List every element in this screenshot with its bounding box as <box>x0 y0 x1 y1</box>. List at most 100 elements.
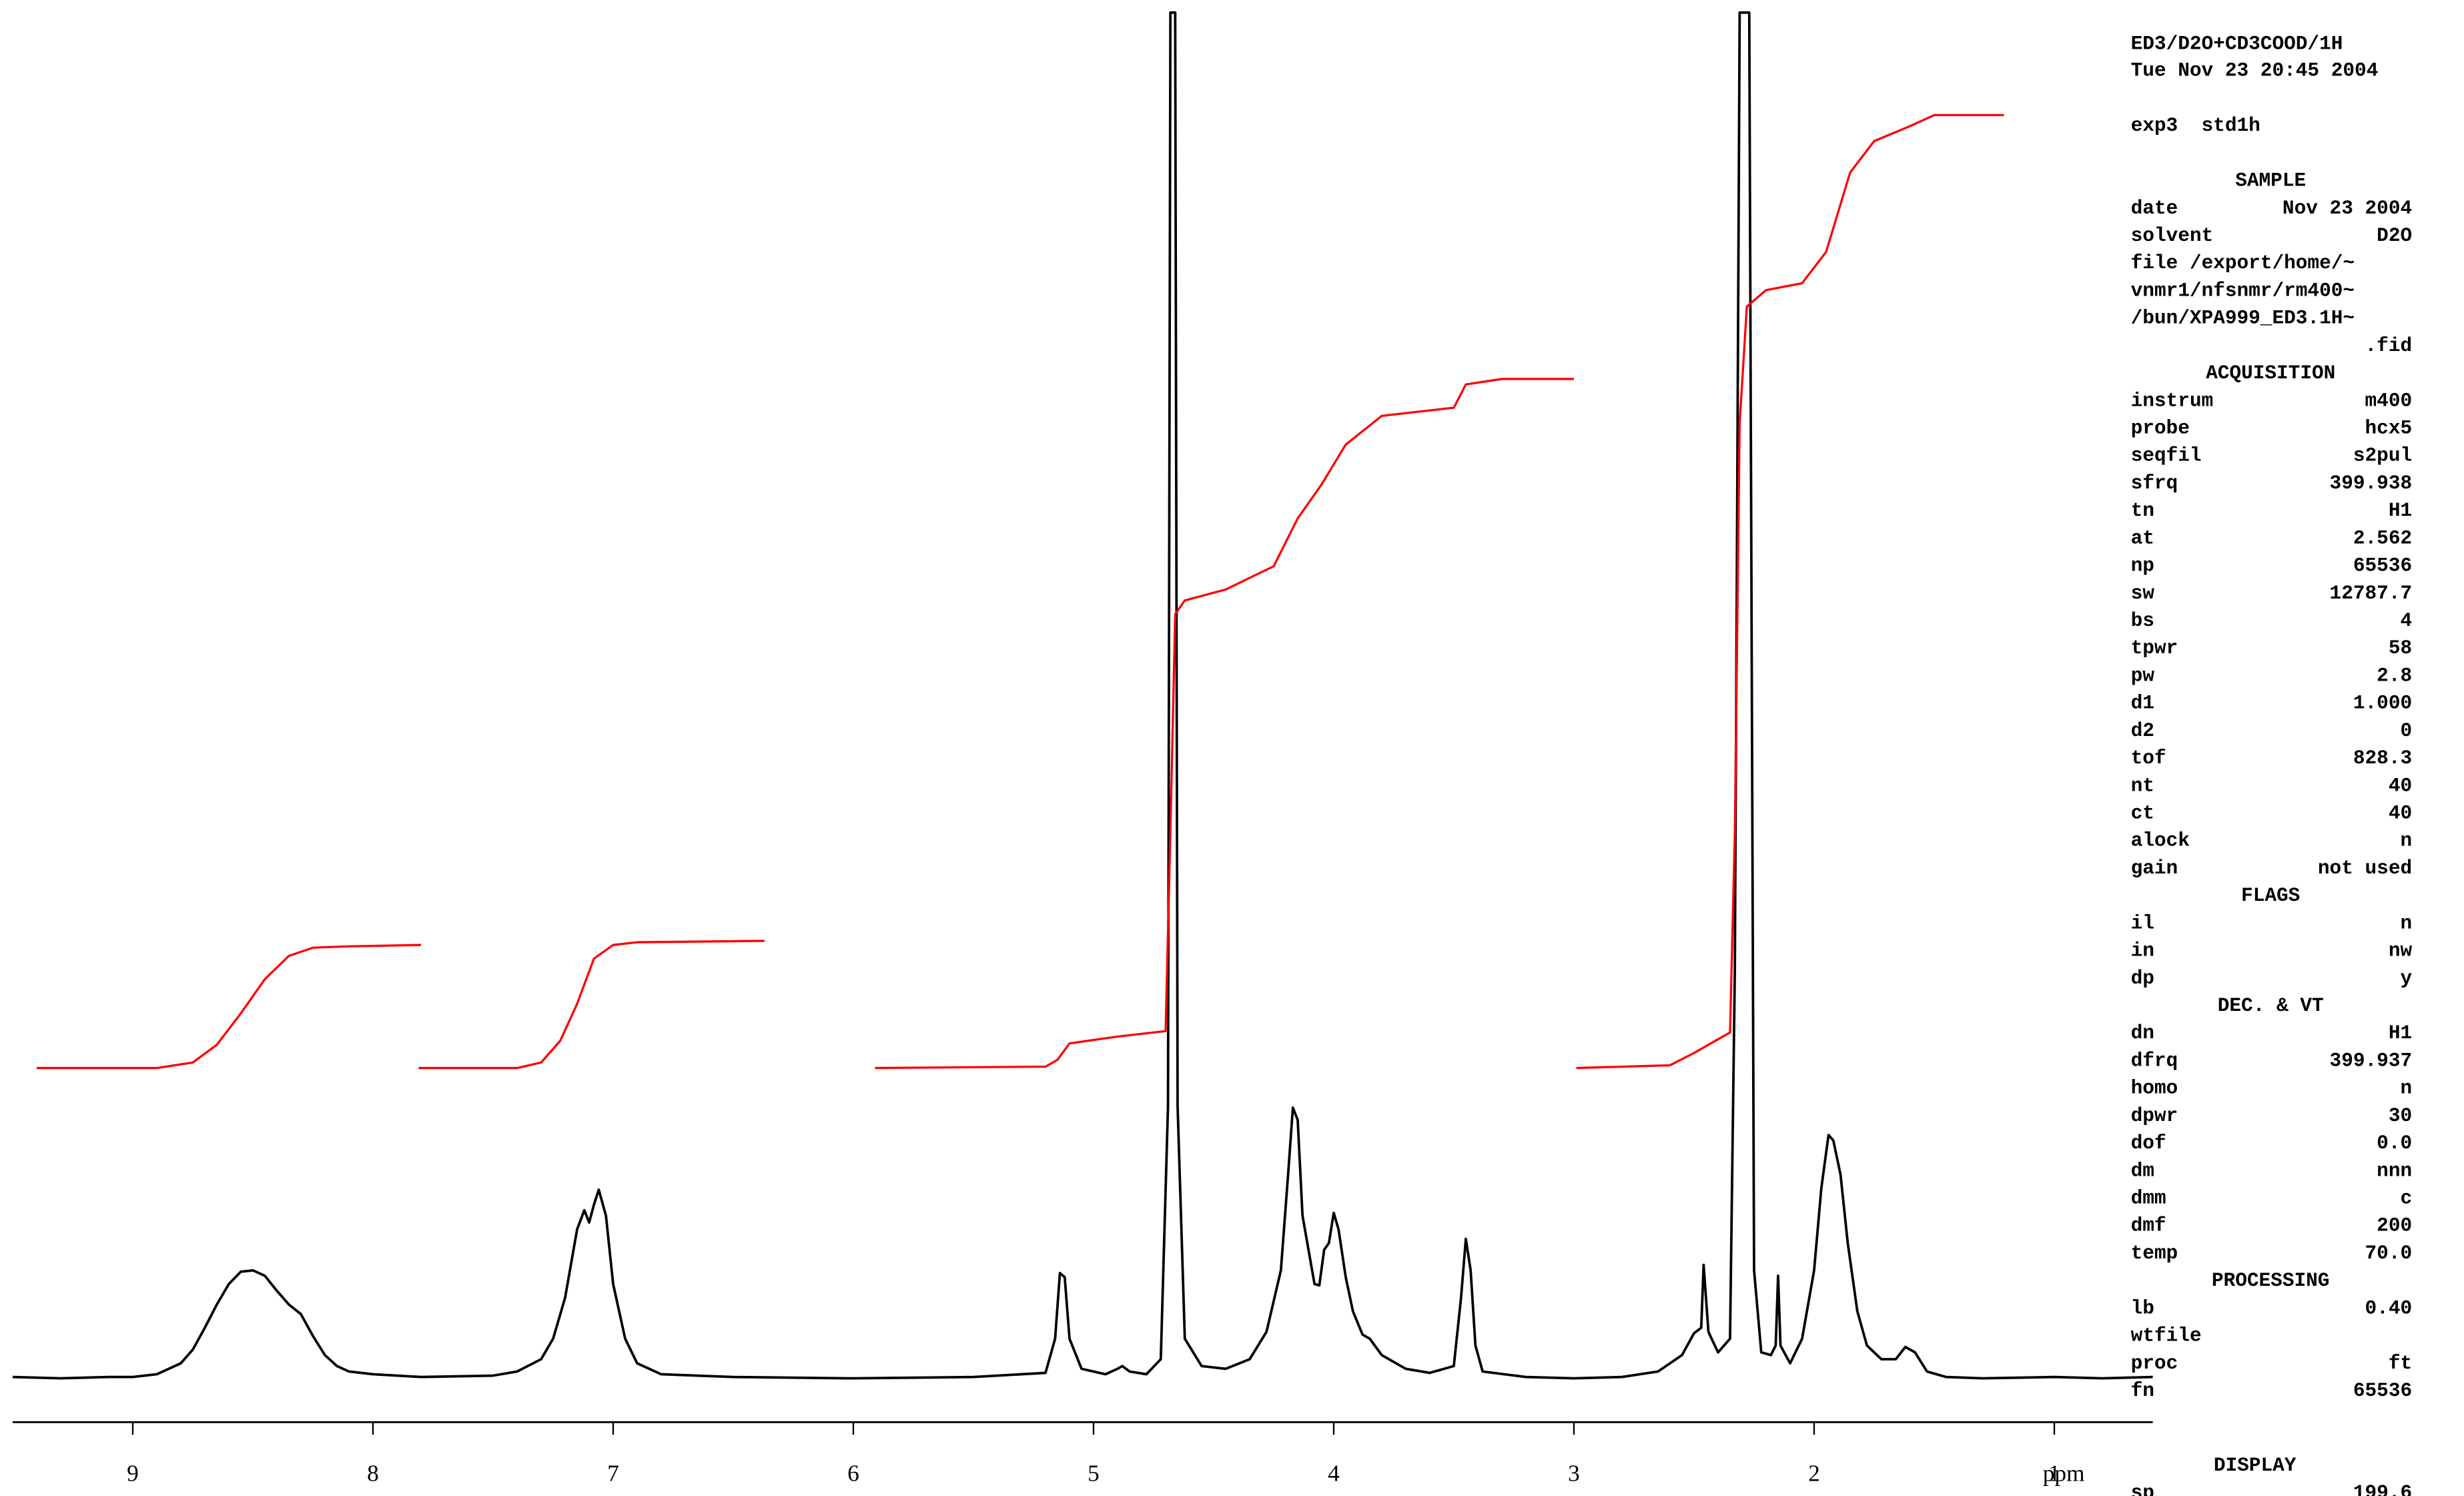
x-tick-label: 7 <box>607 1460 619 1486</box>
parameter-value: 0.0 <box>2377 1132 2412 1154</box>
parameter-value: 40 <box>2389 774 2412 797</box>
parameter-value: H1 <box>2389 1022 2412 1044</box>
parameter-name: fn <box>2131 1379 2154 1402</box>
x-tick-label: 8 <box>367 1460 379 1486</box>
parameter-name: pw <box>2131 664 2155 687</box>
spectrum-line <box>12 11 2153 1380</box>
section-heading: DEC. & VT <box>2218 994 2324 1017</box>
parameter-name: tn <box>2131 499 2154 522</box>
parameter-name: sw <box>2131 582 2155 605</box>
parameter-value: n <box>2400 829 2412 852</box>
parameter-panel: ED3/D2O+CD3COOD/1H Tue Nov 23 20:45 2004 e… <box>2131 33 2413 1496</box>
parameter-value: 40 <box>2389 802 2412 825</box>
parameter-name: solvent <box>2131 224 2214 247</box>
parameter-value: c <box>2400 1187 2412 1210</box>
parameter-value: 199.6 <box>2353 1481 2412 1496</box>
x-tick-label: 6 <box>847 1460 859 1486</box>
section-heading: SAMPLE <box>2235 169 2306 192</box>
parameter-name: homo <box>2131 1077 2178 1100</box>
parameter-value: 828.3 <box>2353 747 2412 769</box>
parameter-value: 12787.7 <box>2330 582 2413 605</box>
parameter-value: 200 <box>2377 1214 2412 1237</box>
parameter-value: 58 <box>2389 637 2412 659</box>
integral-curve <box>418 940 765 1070</box>
parameter-name: proc <box>2131 1352 2178 1375</box>
parameter-name: il <box>2131 911 2154 934</box>
parameter-name: file /export/home/~ <box>2131 252 2355 274</box>
x-tick-label: 2 <box>1808 1460 1820 1486</box>
parameter-value: 65536 <box>2353 1379 2412 1402</box>
parameter-name: wtfile <box>2131 1325 2202 1347</box>
parameter-value: 1.000 <box>2353 692 2412 715</box>
parameter-name: ct <box>2131 802 2154 825</box>
parameter-value: 399.938 <box>2330 472 2413 494</box>
parameter-name: alock <box>2131 829 2190 852</box>
parameter-name: gain <box>2131 857 2178 879</box>
parameter-name: dmf <box>2131 1214 2166 1237</box>
parameter-value: nnn <box>2377 1159 2412 1182</box>
parameter-name: instrum <box>2131 389 2214 412</box>
parameter-name: lb <box>2131 1296 2154 1319</box>
x-tick-label: 4 <box>1328 1460 1340 1486</box>
parameter-value: 70.0 <box>2365 1242 2413 1264</box>
integral-curve <box>875 378 1574 1070</box>
x-tick-label: 3 <box>1568 1460 1580 1486</box>
parameter-value: hcx5 <box>2365 417 2413 440</box>
parameter-value: not used <box>2318 857 2412 879</box>
parameter-value: 65536 <box>2353 554 2412 577</box>
parameter-name: nt <box>2131 774 2154 797</box>
parameter-value: .fid <box>2365 334 2413 357</box>
x-tick-label: 1 <box>2048 1460 2060 1486</box>
parameter-value: H1 <box>2389 499 2412 522</box>
parameter-name: sp <box>2131 1481 2154 1496</box>
x-tick-label: 5 <box>1088 1460 1100 1486</box>
header-line: ED3/D2O+CD3COOD/1H <box>2131 33 2343 55</box>
parameter-name: d1 <box>2131 692 2154 715</box>
section-heading: ACQUISITION <box>2206 362 2335 384</box>
integral-curve <box>1576 113 2004 1070</box>
section-heading: FLAGS <box>2241 884 2300 907</box>
parameter-name: dn <box>2131 1022 2154 1044</box>
x-axis-label: ppm <box>2043 1460 2085 1486</box>
parameter-name: /bun/XPA999_ED3.1H~ <box>2131 307 2355 330</box>
parameter-name: d2 <box>2131 719 2154 742</box>
parameter-value: 4 <box>2400 609 2412 632</box>
parameter-name: at <box>2131 526 2154 549</box>
parameter-value: ft <box>2389 1352 2412 1375</box>
header-line: Tue Nov 23 20:45 2004 <box>2131 59 2379 82</box>
parameter-name: dp <box>2131 967 2154 990</box>
parameter-value: 0 <box>2400 719 2412 742</box>
parameter-value: nw <box>2389 940 2413 962</box>
parameter-name: temp <box>2131 1242 2178 1264</box>
parameter-name: tof <box>2131 747 2166 769</box>
parameter-value: 2.8 <box>2377 664 2412 687</box>
parameter-name: dmm <box>2131 1187 2166 1210</box>
parameter-name: in <box>2131 940 2154 962</box>
parameter-name: np <box>2131 554 2154 577</box>
plot-area <box>12 11 2153 1380</box>
parameter-name: vnmr1/nfsnmr/rm400~ <box>2131 279 2355 302</box>
parameter-value: 399.937 <box>2330 1049 2413 1072</box>
parameter-name: seqfil <box>2131 444 2202 467</box>
parameter-value: m400 <box>2365 389 2413 412</box>
parameter-name: tpwr <box>2131 637 2178 659</box>
parameter-value: n <box>2400 911 2412 934</box>
parameter-name: dof <box>2131 1132 2166 1154</box>
header-line: exp3 std1h <box>2131 114 2261 137</box>
parameter-name: dm <box>2131 1159 2154 1182</box>
parameter-name: date <box>2131 197 2178 220</box>
parameter-value: D2O <box>2377 224 2412 247</box>
parameter-value: y <box>2400 967 2412 990</box>
parameter-value: s2pul <box>2353 444 2412 467</box>
parameter-value: Nov 23 2004 <box>2283 197 2412 220</box>
section-heading: DISPLAY <box>2214 1454 2297 1477</box>
parameter-name: probe <box>2131 417 2190 440</box>
parameter-value: 0.40 <box>2365 1296 2413 1319</box>
parameter-value: 30 <box>2389 1104 2412 1127</box>
parameter-name: sfrq <box>2131 472 2178 494</box>
parameter-value: 2.562 <box>2353 526 2412 549</box>
x-tick-label: 9 <box>127 1460 139 1486</box>
parameter-name: dfrq <box>2131 1049 2178 1072</box>
